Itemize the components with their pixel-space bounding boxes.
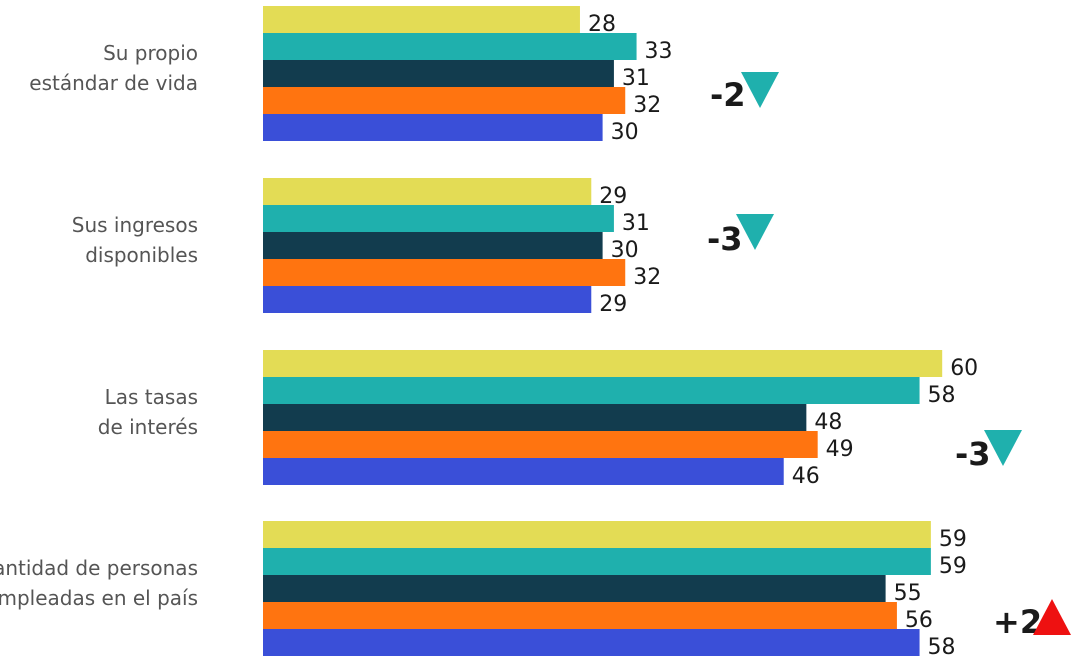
category-label: empleadas en el país — [0, 586, 198, 610]
bar-value-label: 55 — [894, 581, 922, 606]
bar — [263, 178, 592, 205]
bar — [263, 602, 897, 629]
bar-value-label: 32 — [633, 93, 661, 118]
bar-value-label: 30 — [611, 120, 639, 145]
category-label: de interés — [98, 415, 198, 439]
bar-value-label: 29 — [599, 292, 627, 317]
change-label: -2 — [710, 76, 746, 114]
category-label: Su propio — [103, 41, 198, 65]
bar-value-label: 60 — [950, 356, 978, 381]
category-label: Las tasas — [105, 385, 198, 409]
bar — [263, 458, 784, 485]
bar — [263, 87, 626, 114]
bar — [263, 350, 943, 377]
bar-value-label: 46 — [792, 464, 820, 489]
triangle-down-icon — [741, 72, 779, 108]
category-label: La cantidad de personas — [0, 556, 198, 580]
bar-value-label: 56 — [905, 608, 933, 633]
bar-value-label: 58 — [928, 383, 956, 408]
category-label: estándar de vida — [29, 71, 198, 95]
triangle-down-icon — [736, 214, 774, 250]
bar — [263, 629, 920, 656]
bar — [263, 575, 886, 602]
bar-value-label: 58 — [928, 635, 956, 660]
bar-value-label: 30 — [611, 238, 639, 263]
bar-value-label: 31 — [622, 211, 650, 236]
bar — [263, 377, 920, 404]
bar-value-label: 48 — [814, 410, 842, 435]
category-label: Sus ingresos — [72, 213, 198, 237]
bar-value-label: 31 — [622, 66, 650, 91]
category-label: disponibles — [85, 243, 198, 267]
bar — [263, 521, 931, 548]
change-label: -3 — [955, 435, 991, 473]
triangle-down-icon — [984, 430, 1022, 466]
bar — [263, 114, 603, 141]
bar — [263, 548, 931, 575]
bar — [263, 431, 818, 458]
bar-value-label: 33 — [645, 39, 673, 64]
bar-value-label: 49 — [826, 437, 854, 462]
bar-value-label: 59 — [939, 554, 967, 579]
bar-value-label: 32 — [633, 265, 661, 290]
bar — [263, 60, 614, 87]
bar-value-label: 59 — [939, 527, 967, 552]
bar — [263, 232, 603, 259]
triangle-up-icon — [1033, 599, 1071, 635]
bar — [263, 259, 626, 286]
bar — [263, 33, 637, 60]
bar-value-label: 28 — [588, 12, 616, 37]
bar-value-label: 29 — [599, 184, 627, 209]
bar — [263, 404, 807, 431]
change-label: +2 — [993, 603, 1042, 641]
bar — [263, 286, 592, 313]
change-label: -3 — [707, 220, 743, 258]
bar — [263, 205, 614, 232]
bar — [263, 6, 580, 33]
